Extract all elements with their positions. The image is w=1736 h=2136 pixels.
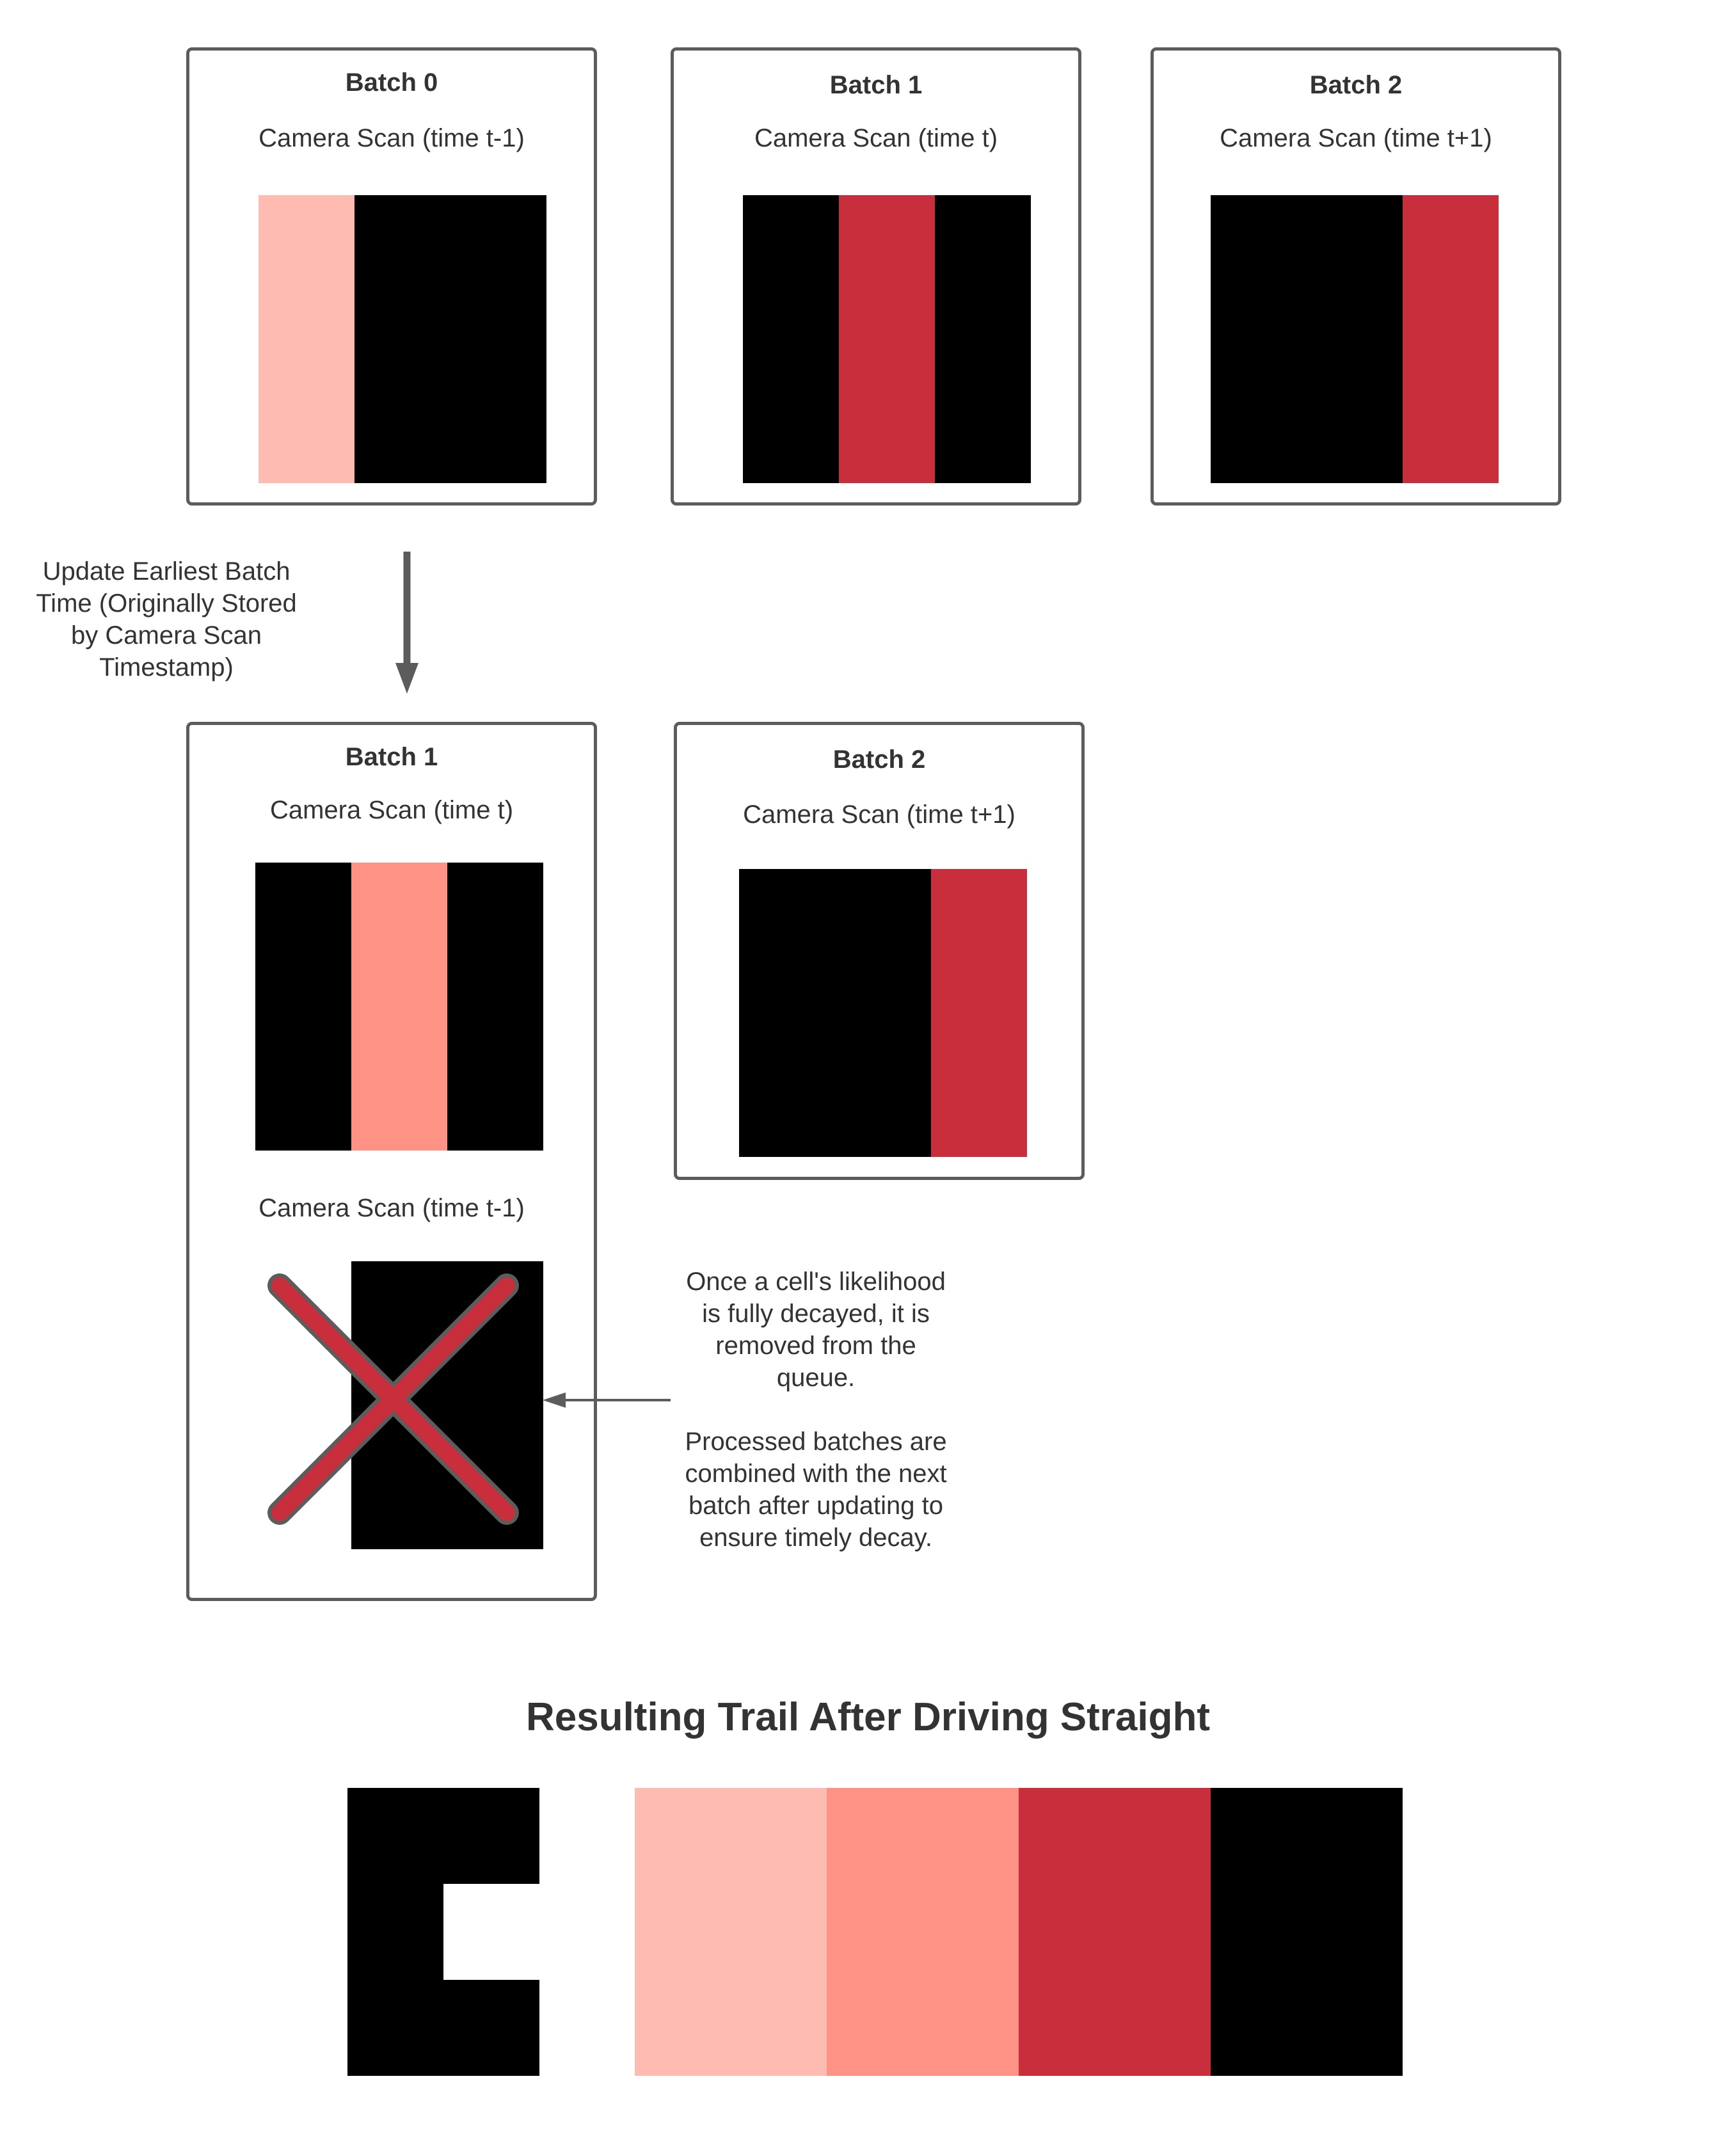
- note-line: is fully decayed, it is: [702, 1300, 930, 1328]
- grid-cell: [351, 863, 447, 1151]
- note-line: Timestamp): [99, 653, 234, 681]
- batch-1-merged-box: Batch 1 Camera Scan (time t) Camera Scan…: [186, 722, 597, 1601]
- batch-title: Batch 2: [832, 745, 926, 774]
- batch-title: Batch 1: [345, 743, 438, 771]
- decay-note: Once a cell's likelihood is fully decaye…: [656, 1266, 976, 1554]
- scan-grid: [259, 195, 546, 483]
- note-line: Time (Originally Stored: [36, 589, 297, 618]
- note-line: batch after updating to: [688, 1492, 944, 1520]
- batch-0-box: Batch 0 Camera Scan (time t-1): [186, 47, 597, 506]
- note-line: combined with the next: [685, 1460, 947, 1488]
- grid-cell: [450, 195, 546, 483]
- grid-cell: [1307, 195, 1403, 483]
- result-title: Resulting Trail After Driving Straight: [525, 1695, 1211, 1739]
- removed-scan-grid: [255, 1261, 543, 1549]
- batch-2-box: Batch 2 Camera Scan (time t+1): [1151, 47, 1561, 506]
- grid-cell: [351, 1261, 447, 1549]
- grid-cell: [835, 869, 931, 1157]
- scan-grid: [1211, 195, 1499, 483]
- trail-start-shape: [347, 1788, 539, 2076]
- grid-cell: [931, 869, 1027, 1157]
- grid-cell: [255, 863, 351, 1151]
- trail-cell: [635, 1788, 827, 2076]
- grid-cell: [447, 1261, 543, 1549]
- note-line: by Camera Scan: [71, 621, 262, 650]
- batch-title: Batch 2: [1309, 71, 1403, 99]
- scan-caption-removed: Camera Scan (time t-1): [259, 1194, 525, 1222]
- grid-cell: [1403, 195, 1499, 483]
- grid-cell: [259, 195, 354, 483]
- grid-cell: [1211, 195, 1307, 483]
- batch-title: Batch 0: [345, 68, 438, 97]
- scan-caption: Camera Scan (time t+1): [743, 801, 1015, 829]
- note-line: Update Earliest Batch: [42, 557, 291, 586]
- grid-cell: [743, 195, 839, 483]
- grid-cell: [935, 195, 1031, 483]
- grid-cell: [354, 195, 450, 483]
- scan-grid: [255, 863, 543, 1151]
- note-line: Processed batches are: [685, 1428, 947, 1456]
- scan-grid: [743, 195, 1031, 483]
- trail-cell: [1019, 1788, 1211, 2076]
- batch-1-box: Batch 1 Camera Scan (time t): [671, 47, 1081, 506]
- note-line: ensure timely decay.: [699, 1524, 932, 1552]
- batch-title: Batch 1: [829, 71, 923, 99]
- batch-2-second-box: Batch 2 Camera Scan (time t+1): [674, 722, 1085, 1180]
- grid-cell: [839, 195, 935, 483]
- grid-cell: [447, 863, 543, 1151]
- note-line: Once a cell's likelihood: [686, 1268, 946, 1296]
- trail-strip: [635, 1788, 1403, 2076]
- scan-caption: Camera Scan (time t-1): [259, 124, 525, 152]
- update-note: Update Earliest Batch Time (Originally S…: [13, 555, 320, 683]
- scan-caption: Camera Scan (time t): [269, 796, 514, 824]
- scan-caption: Camera Scan (time t): [754, 124, 998, 152]
- grid-cell: [739, 869, 835, 1157]
- scan-caption: Camera Scan (time t+1): [1220, 124, 1492, 152]
- trail-notch: [443, 1884, 539, 1980]
- down-arrow: [395, 552, 418, 694]
- note-line: queue.: [776, 1364, 856, 1392]
- note-line: removed from the: [715, 1332, 916, 1360]
- scan-grid: [739, 869, 1027, 1157]
- trail-cell: [1211, 1788, 1403, 2076]
- trail-cell: [827, 1788, 1019, 2076]
- grid-cell: [255, 1261, 351, 1549]
